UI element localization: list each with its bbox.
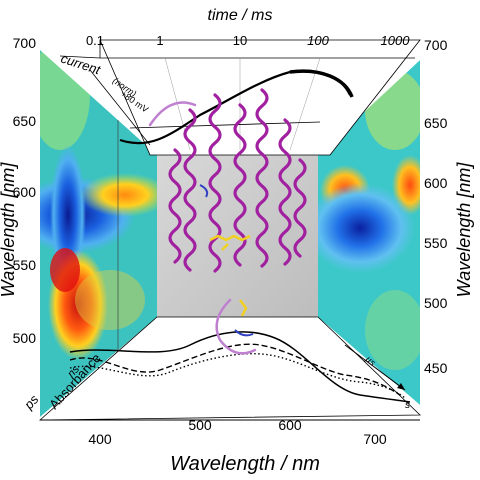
absorbance-trace-solid — [69, 331, 411, 403]
right-tick-550: 550 — [424, 235, 448, 251]
right-axis-title: Wavelength [nm] — [454, 162, 474, 298]
top-tick-4: 1000 — [381, 33, 411, 48]
left-tick-700: 700 — [13, 35, 37, 51]
top-tick-0: 0.1 — [86, 33, 104, 48]
left-tick-550: 550 — [13, 257, 37, 273]
time-arrow — [344, 344, 406, 391]
left-tick-650: 650 — [13, 113, 37, 129]
s-label: s — [405, 400, 410, 411]
retinal-chromophore — [209, 234, 251, 317]
right-tick-650: 650 — [424, 115, 448, 131]
top-tick-2: 10 — [233, 33, 247, 48]
ps-label: ps — [20, 391, 41, 412]
current-plane — [59, 39, 421, 156]
bottom-axis-title: Wavelength / nm — [170, 453, 320, 475]
bottom-tick-700: 700 — [363, 431, 387, 447]
right-tick-500: 500 — [424, 295, 448, 311]
left-axis-title: Wavelength [nm] — [0, 162, 18, 298]
bottom-tick-500: 500 — [188, 417, 212, 433]
back-wall — [157, 155, 318, 317]
protein-loops-blue — [199, 184, 254, 337]
left-tick-600: 600 — [13, 184, 37, 200]
right-tick-600: 600 — [424, 175, 448, 191]
absorbance-plane — [38, 316, 421, 421]
bottom-tick-400: 400 — [88, 431, 112, 447]
top-axis-title: time / ms — [208, 7, 273, 24]
bottom-tick-600: 600 — [278, 417, 302, 433]
right-tick-700: 700 — [424, 37, 448, 53]
top-tick-3: 100 — [307, 33, 329, 48]
absorbance-trace-dotted — [69, 352, 406, 399]
top-tick-1: 1 — [156, 33, 163, 48]
right-tick-450: 450 — [424, 360, 448, 376]
absorbance-trace-dashed — [69, 343, 401, 396]
left-tick-500: 500 — [13, 330, 37, 346]
